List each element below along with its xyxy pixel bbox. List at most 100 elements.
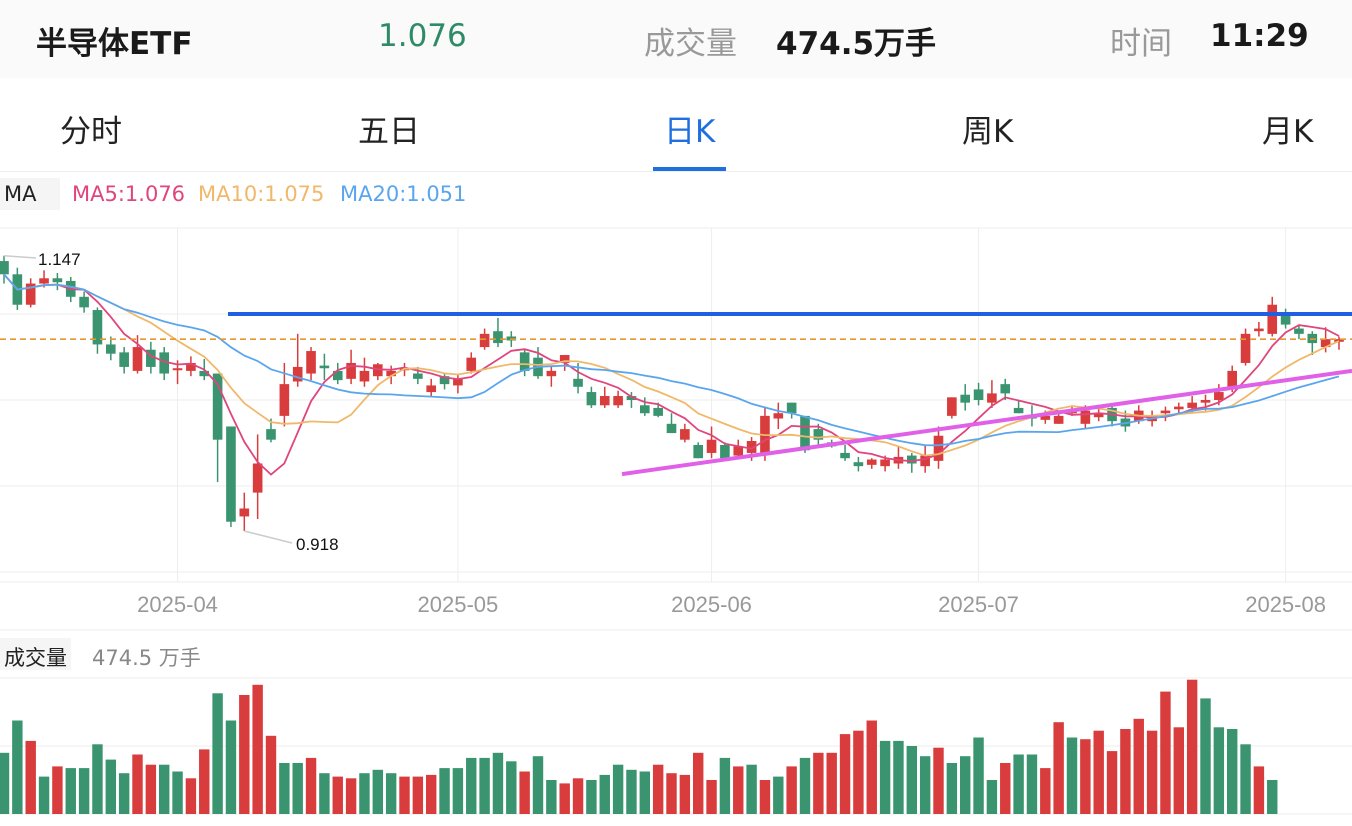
- candle-body: [1267, 304, 1278, 334]
- time-value: 11:29: [1210, 18, 1309, 54]
- candle-body: [252, 463, 263, 493]
- candle-body: [453, 378, 463, 386]
- volume-bar: [1173, 727, 1185, 814]
- volume-bar: [559, 783, 570, 814]
- volume-bar: [959, 756, 971, 814]
- ma-legend: MA MA5:1.076 MA10:1.075 MA20:1.051: [0, 176, 1352, 212]
- volume-bar: [826, 752, 837, 814]
- volume-bar: [1026, 754, 1038, 814]
- volume-bar: [199, 749, 210, 814]
- volume-bar: [252, 684, 263, 814]
- candle-body: [733, 446, 744, 456]
- volume-bar: [706, 780, 717, 814]
- candle-body: [960, 394, 971, 403]
- volume-tag[interactable]: 成交量: [0, 638, 71, 670]
- security-name: 半导体ETF: [36, 26, 193, 62]
- candle-body: [947, 397, 957, 416]
- x-tick-label: 2025-06: [671, 592, 752, 617]
- candle-body: [226, 426, 236, 522]
- candle-body: [1240, 333, 1251, 363]
- candle-body: [639, 405, 650, 414]
- candle-body: [626, 396, 637, 400]
- candle-body: [212, 373, 223, 440]
- volume-bar: [1186, 679, 1198, 814]
- volume-bar: [372, 769, 384, 814]
- tab-intraday[interactable]: 分时: [60, 114, 122, 150]
- volume-bar: [1213, 727, 1225, 814]
- volume-bar: [586, 780, 597, 814]
- tab-monthly-k[interactable]: 月K: [1262, 114, 1314, 150]
- volume-bar: [666, 773, 677, 814]
- low-label: 0.918: [296, 535, 339, 554]
- candle-body: [426, 385, 437, 393]
- volume-bar: [132, 754, 143, 814]
- volume-bar: [933, 747, 944, 814]
- candle-body: [1334, 339, 1344, 342]
- volume-bar: [92, 744, 103, 814]
- candle-body: [880, 459, 890, 467]
- volume-bar: [1053, 722, 1064, 814]
- candle-body: [706, 439, 717, 453]
- volume-bar: [746, 764, 757, 814]
- x-tick-label: 2025-08: [1245, 592, 1326, 617]
- tab-five-day[interactable]: 五日: [358, 114, 420, 150]
- ma10-line: [3, 273, 1340, 457]
- volume-bar: [385, 773, 397, 814]
- candle-body: [1214, 392, 1224, 400]
- candle-body: [25, 283, 36, 305]
- volume-bar: [52, 766, 63, 814]
- ma10-value: MA10:1.075: [198, 182, 325, 206]
- volume-bar: [773, 776, 784, 814]
- volume-bar: [332, 776, 343, 814]
- candle-body: [1093, 413, 1104, 418]
- volume-bar: [185, 778, 197, 814]
- volume-bar: [1106, 751, 1118, 814]
- candle-body: [52, 278, 63, 283]
- x-tick-label: 2025-07: [938, 592, 1019, 617]
- last-price: 1.076: [378, 18, 467, 54]
- candle-body: [79, 296, 89, 308]
- tab-daily-k[interactable]: 日K: [664, 114, 716, 150]
- candle-body: [186, 362, 196, 371]
- ma5-line: [3, 273, 1340, 476]
- volume-bar: [0, 752, 10, 814]
- drawn-lines: [0, 312, 1352, 477]
- volume-bar: [519, 771, 530, 814]
- volume-bar: [1040, 768, 1051, 814]
- volume-bar: [1080, 739, 1091, 814]
- candle-body: [132, 347, 143, 371]
- candle-body: [319, 365, 330, 369]
- candle-body: [479, 333, 490, 348]
- ma20-line: [3, 273, 1340, 447]
- candle-body: [586, 392, 597, 406]
- candle-body: [786, 402, 797, 414]
- candle-body: [346, 362, 356, 379]
- volume-bar: [626, 769, 637, 814]
- volume-bar: [652, 764, 664, 814]
- volume-bar: [345, 778, 357, 814]
- candle-body: [853, 462, 864, 467]
- volume-bar: [1240, 744, 1251, 814]
- volume-bar: [425, 774, 437, 814]
- candle-body: [613, 396, 623, 406]
- volume-bars: [0, 679, 1278, 814]
- volume-bar: [118, 773, 130, 814]
- ma-tag[interactable]: MA: [0, 178, 60, 210]
- candle-body: [105, 344, 116, 354]
- candle-body: [573, 378, 583, 387]
- volume-bar: [1133, 718, 1144, 814]
- volume-bar: [572, 778, 584, 814]
- tab-weekly-k[interactable]: 周K: [962, 114, 1014, 150]
- candle-body: [599, 396, 610, 406]
- candle-body: [666, 423, 677, 434]
- candle-body: [266, 429, 276, 440]
- quote-header: 半导体ETF 1.076 成交量 474.5万手 时间 11:29: [0, 0, 1352, 78]
- candle-body: [1053, 415, 1064, 424]
- volume-bar: [612, 764, 624, 814]
- volume-bar: [265, 735, 277, 814]
- candle-body: [693, 444, 704, 459]
- volume-bar: [973, 737, 984, 814]
- volume-bar: [225, 720, 237, 814]
- candle-body: [920, 455, 930, 467]
